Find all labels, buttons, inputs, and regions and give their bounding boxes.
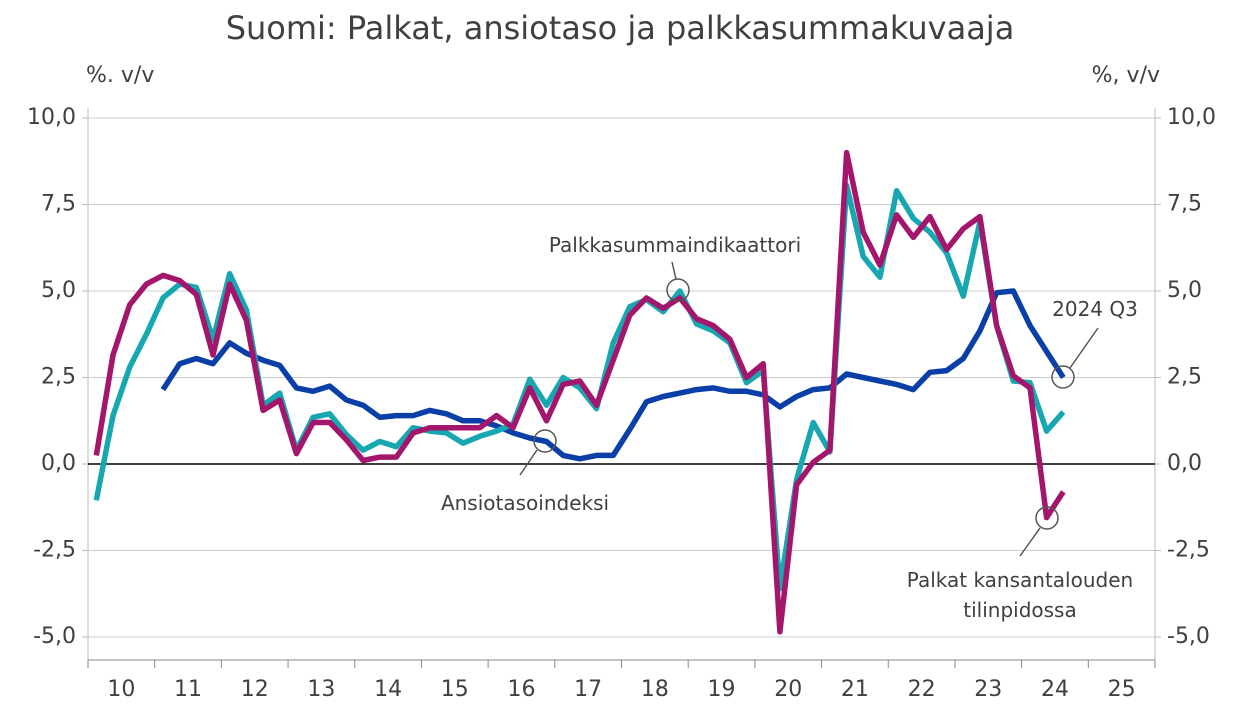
y2-tick-label: 7,5 xyxy=(1167,192,1202,217)
x-tick-label: 25 xyxy=(1108,677,1136,702)
y2-tick-label: 5,0 xyxy=(1167,278,1202,303)
x-tick-label: 15 xyxy=(441,677,469,702)
x-tick-label: 22 xyxy=(908,677,936,702)
marker-circle xyxy=(666,278,690,302)
leader-line xyxy=(671,261,677,280)
series-line xyxy=(160,288,1066,462)
marker-circle xyxy=(533,429,557,453)
y-tick-label: 0,0 xyxy=(41,451,76,476)
marker-circle xyxy=(1035,506,1059,530)
y-tick-label: 5,0 xyxy=(41,278,76,303)
annotation-markers xyxy=(519,261,1099,557)
y2-axis-label: %, v/v xyxy=(1092,63,1160,88)
annotation: 2024 Q3 xyxy=(1052,297,1138,321)
x-tick-label: 23 xyxy=(974,677,1002,702)
annotation: Ansiotasoindeksi xyxy=(440,491,610,515)
y2-tick-label: 2,5 xyxy=(1167,365,1202,390)
marker-circle xyxy=(1051,365,1075,389)
x-tick-label: 19 xyxy=(708,677,736,702)
leader-line xyxy=(1069,327,1099,369)
y-tick-label: 10,0 xyxy=(27,105,76,130)
x-tick-label: 24 xyxy=(1041,677,1069,702)
x-tick-label: 13 xyxy=(307,677,335,702)
y-tick-label: 2,5 xyxy=(41,365,76,390)
series-line xyxy=(93,149,1066,635)
y2-tick-label: -5,0 xyxy=(1167,624,1210,649)
y2-tick-label: 0,0 xyxy=(1167,451,1202,476)
y-tick-label: -5,0 xyxy=(33,624,76,649)
y-tick-label: 7,5 xyxy=(41,192,76,217)
x-tick-label: 21 xyxy=(841,677,869,702)
x-tick-label: 20 xyxy=(774,677,802,702)
x-tick-label: 16 xyxy=(507,677,535,702)
y2-tick-label: 10,0 xyxy=(1167,105,1216,130)
annotation: Palkat kansantalouden tilinpidossa xyxy=(906,568,1134,622)
x-tick-label: 11 xyxy=(174,677,202,702)
y2-tick-label: -2,5 xyxy=(1167,538,1210,563)
x-tick-label: 17 xyxy=(574,677,602,702)
chart-title: Suomi: Palkat, ansiotaso ja palkkasummak… xyxy=(226,9,1015,47)
annotation: Palkkasummaindikaattori xyxy=(548,233,802,257)
x-tick-label: 14 xyxy=(374,677,402,702)
leader-line xyxy=(519,449,538,476)
y-tick-label: -2,5 xyxy=(33,538,76,563)
leader-line xyxy=(1019,527,1041,557)
x-tick-label: 18 xyxy=(641,677,669,702)
y-axis-label: %. v/v xyxy=(86,63,154,88)
x-tick-label: 10 xyxy=(107,677,135,702)
x-tick-label: 12 xyxy=(241,677,269,702)
